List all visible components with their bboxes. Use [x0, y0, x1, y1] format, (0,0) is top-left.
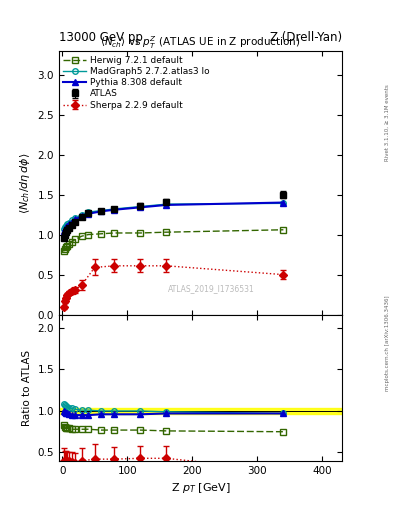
Pythia 8.308 default	[164, 202, 169, 208]
X-axis label: Z $p_T$ [GeV]: Z $p_T$ [GeV]	[171, 481, 230, 495]
Herwig 7.2.1 default	[281, 227, 286, 233]
Pythia 8.308 default	[61, 227, 66, 233]
Pythia 8.308 default	[65, 223, 70, 229]
MadGraph5 2.7.2.atlas3 lo	[62, 224, 67, 230]
MadGraph5 2.7.2.atlas3 lo	[79, 211, 84, 218]
Herwig 7.2.1 default	[64, 244, 68, 250]
Pythia 8.308 default	[86, 210, 90, 217]
Line: Pythia 8.308 default: Pythia 8.308 default	[61, 200, 286, 233]
MadGraph5 2.7.2.atlas3 lo	[66, 220, 71, 226]
MadGraph5 2.7.2.atlas3 lo	[138, 203, 143, 209]
Legend: Herwig 7.2.1 default, MadGraph5 2.7.2.atlas3 lo, Pythia 8.308 default, ATLAS, Sh: Herwig 7.2.1 default, MadGraph5 2.7.2.at…	[62, 54, 211, 112]
Herwig 7.2.1 default	[65, 243, 70, 249]
Y-axis label: Ratio to ATLAS: Ratio to ATLAS	[22, 350, 32, 426]
Y-axis label: $\langle N_{ch}/d\eta\, d\phi\rangle$: $\langle N_{ch}/d\eta\, d\phi\rangle$	[18, 153, 32, 214]
Pythia 8.308 default	[138, 204, 143, 210]
Title: $\langle N_{ch}\rangle$ vs $p_T^Z$ (ATLAS UE in Z production): $\langle N_{ch}\rangle$ vs $p_T^Z$ (ATLA…	[100, 34, 301, 51]
Herwig 7.2.1 default	[138, 230, 143, 236]
Herwig 7.2.1 default	[99, 231, 104, 237]
Text: mcplots.cern.ch [arXiv:1306.3436]: mcplots.cern.ch [arXiv:1306.3436]	[385, 295, 390, 391]
Line: Herwig 7.2.1 default: Herwig 7.2.1 default	[61, 227, 286, 254]
Pythia 8.308 default	[99, 208, 104, 215]
MadGraph5 2.7.2.atlas3 lo	[112, 206, 117, 212]
MadGraph5 2.7.2.atlas3 lo	[61, 226, 66, 232]
Herwig 7.2.1 default	[66, 241, 71, 247]
MadGraph5 2.7.2.atlas3 lo	[281, 200, 286, 206]
Bar	[59, 408, 342, 414]
Pythia 8.308 default	[64, 224, 68, 230]
Pythia 8.308 default	[281, 200, 286, 206]
Pythia 8.308 default	[62, 226, 67, 232]
Text: 13000 GeV pp: 13000 GeV pp	[59, 31, 143, 44]
Pythia 8.308 default	[70, 219, 74, 225]
Herwig 7.2.1 default	[164, 229, 169, 235]
Line: MadGraph5 2.7.2.atlas3 lo: MadGraph5 2.7.2.atlas3 lo	[61, 201, 286, 232]
Pythia 8.308 default	[112, 207, 117, 213]
Pythia 8.308 default	[73, 216, 77, 222]
Text: ATLAS_2019_I1736531: ATLAS_2019_I1736531	[168, 285, 255, 293]
Herwig 7.2.1 default	[79, 233, 84, 239]
Herwig 7.2.1 default	[112, 230, 117, 236]
Herwig 7.2.1 default	[73, 237, 77, 243]
MadGraph5 2.7.2.atlas3 lo	[164, 201, 169, 207]
Pythia 8.308 default	[79, 213, 84, 219]
MadGraph5 2.7.2.atlas3 lo	[99, 207, 104, 214]
Herwig 7.2.1 default	[70, 239, 74, 245]
Pythia 8.308 default	[66, 221, 71, 227]
MadGraph5 2.7.2.atlas3 lo	[70, 217, 74, 223]
MadGraph5 2.7.2.atlas3 lo	[64, 223, 68, 229]
Herwig 7.2.1 default	[61, 248, 66, 254]
MadGraph5 2.7.2.atlas3 lo	[86, 209, 90, 215]
Herwig 7.2.1 default	[62, 246, 67, 252]
Text: Z (Drell-Yan): Z (Drell-Yan)	[270, 31, 342, 44]
Herwig 7.2.1 default	[86, 231, 90, 238]
MadGraph5 2.7.2.atlas3 lo	[65, 221, 70, 227]
MadGraph5 2.7.2.atlas3 lo	[73, 215, 77, 221]
Text: Rivet 3.1.10, ≥ 3.1M events: Rivet 3.1.10, ≥ 3.1M events	[385, 84, 390, 161]
